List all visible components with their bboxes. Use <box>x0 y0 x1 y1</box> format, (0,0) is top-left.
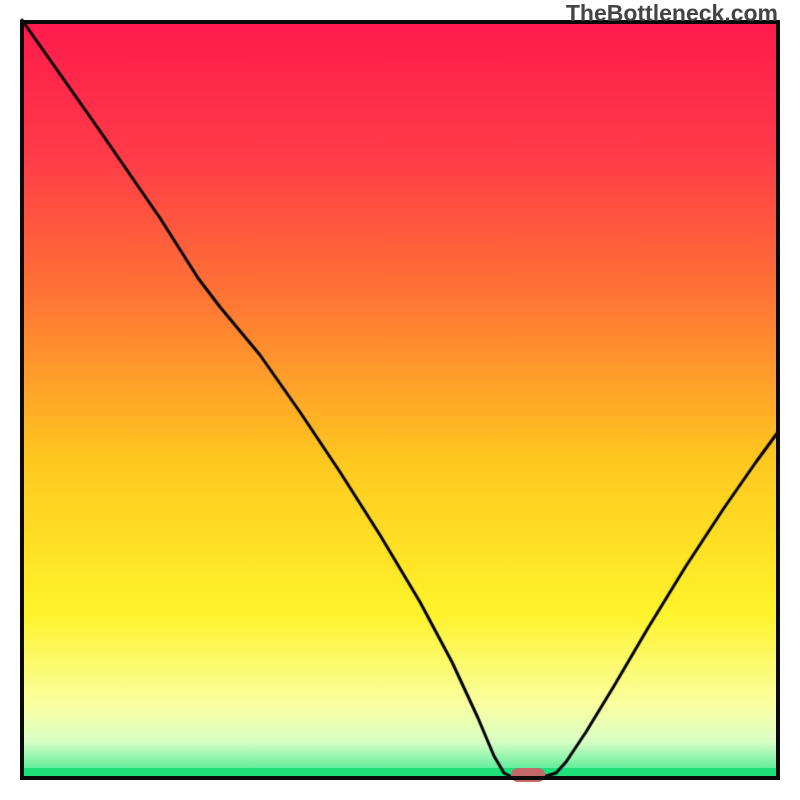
watermark-text: TheBottleneck.com <box>566 0 778 27</box>
green-baseline-strip <box>20 768 780 780</box>
optimal-point-marker <box>511 768 545 782</box>
chart-background-gradient <box>20 20 780 780</box>
